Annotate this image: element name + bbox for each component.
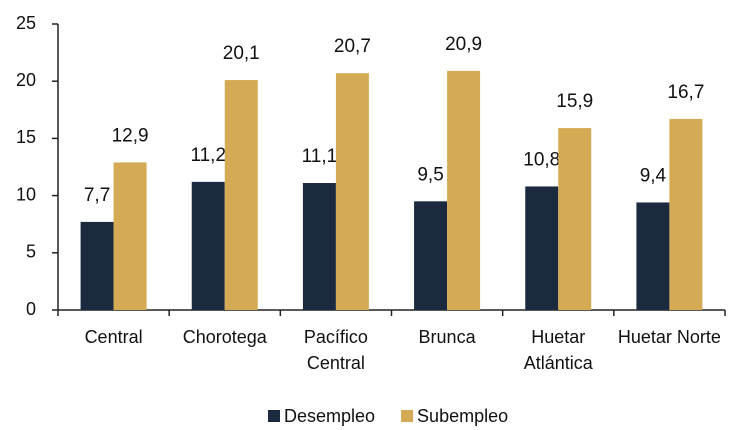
y-tick-label: 10: [16, 184, 36, 204]
bar: [414, 201, 448, 310]
x-tick-label: Pacífico: [304, 327, 368, 347]
bar: [335, 73, 369, 310]
y-tick-label: 0: [26, 299, 36, 319]
bar: [636, 202, 670, 310]
x-tick-label: Brunca: [419, 327, 477, 347]
data-label: 7,7: [84, 185, 110, 206]
legend-label: Subempleo: [417, 406, 508, 426]
bar: [447, 70, 481, 311]
legend-swatch: [268, 410, 280, 422]
bar: [558, 128, 592, 310]
bar: [224, 80, 258, 310]
x-tick-label: Central: [85, 327, 143, 347]
legend-label: Desempleo: [284, 406, 375, 426]
bar: [302, 183, 336, 310]
data-label: 10,8: [523, 149, 560, 170]
x-tick-label: Huetar Norte: [618, 327, 721, 347]
data-label: 9,4: [640, 165, 667, 186]
legend-swatch: [401, 410, 414, 422]
bar: [80, 221, 114, 310]
bar: [113, 162, 147, 310]
x-tick-label: Central: [307, 353, 365, 373]
data-label: 15,9: [556, 91, 593, 112]
bar: [525, 186, 559, 310]
data-label: 9,5: [417, 164, 443, 185]
y-tick-label: 15: [16, 127, 36, 147]
y-tick-label: 25: [16, 13, 36, 33]
y-tick-label: 5: [26, 242, 36, 262]
bar: [191, 181, 225, 310]
data-label: 20,1: [223, 43, 260, 64]
data-label: 11,1: [302, 146, 338, 167]
data-label: 16,7: [667, 82, 704, 103]
y-tick-label: 20: [16, 70, 36, 90]
data-label: 20,9: [445, 34, 482, 55]
x-tick-label: Chorotega: [183, 327, 268, 347]
bar: [669, 118, 703, 311]
data-label: 20,7: [334, 36, 371, 57]
x-tick-label: Huetar: [531, 327, 585, 347]
data-label: 11,2: [190, 145, 226, 166]
data-label: 12,9: [112, 125, 149, 146]
x-tick-label: Atlántica: [524, 353, 594, 373]
